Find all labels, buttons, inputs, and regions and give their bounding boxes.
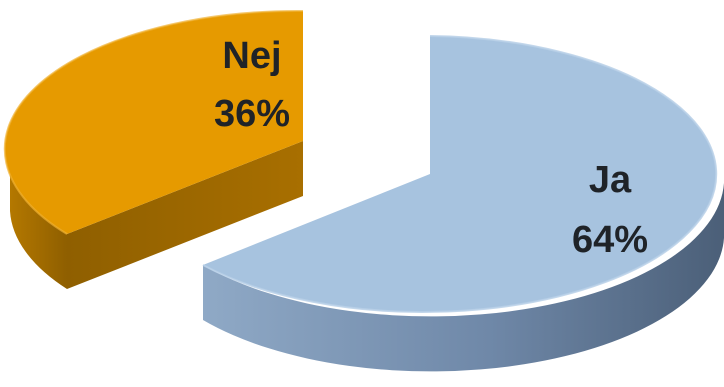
nej-percent-label: 36% xyxy=(214,93,290,135)
ja-label: Ja xyxy=(589,159,632,201)
pie-labels: Nej 36% Ja 64% xyxy=(214,35,648,261)
nej-slice-side-cut xyxy=(67,141,303,289)
nej-slice-top-edge xyxy=(3,9,304,235)
ja-slice-top xyxy=(203,36,717,312)
ja-slice-group xyxy=(202,35,724,372)
ja-percent-label: 64% xyxy=(572,219,648,261)
ja-slice-top-edge xyxy=(202,35,718,313)
nej-slice-group xyxy=(3,9,304,289)
nej-slice-top xyxy=(4,10,304,235)
ja-slice-side-front xyxy=(203,183,724,372)
nej-label: Nej xyxy=(222,35,281,77)
nej-slice-side-front xyxy=(10,156,67,289)
